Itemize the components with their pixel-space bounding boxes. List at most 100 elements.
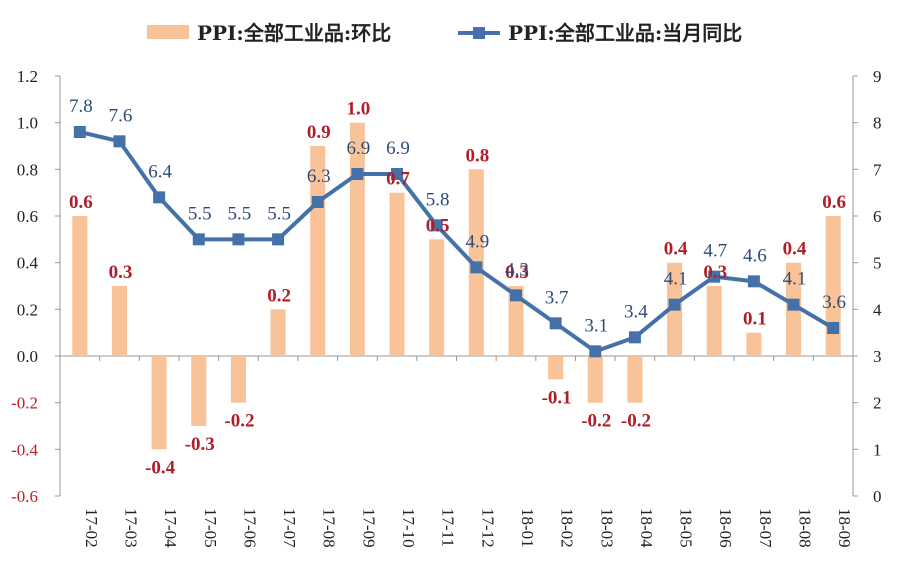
legend-line-marker: [473, 27, 485, 39]
line-value-label: 5.8: [426, 189, 450, 210]
line-point-marker: [232, 233, 245, 246]
bar-value-label: 0.5: [426, 215, 450, 236]
bar-value-label: -0.2: [621, 411, 651, 432]
right-tick-label: 0: [873, 487, 882, 506]
line-point-marker: [430, 219, 443, 232]
legend: PPI:全部工业品:环比 PPI:全部工业品:当月同比: [147, 21, 742, 45]
bar-value-label: 0.8: [465, 145, 489, 166]
bar: [111, 286, 128, 356]
right-tick-label: 4: [873, 300, 882, 319]
category-label: 17-04: [161, 508, 180, 548]
left-tick-label: 0.6: [17, 207, 38, 226]
bar-value-label: -0.2: [581, 411, 611, 432]
line-point-marker: [113, 135, 126, 148]
right-tick-label: 3: [873, 347, 882, 366]
category-label: 18-01: [518, 508, 537, 548]
line-point-marker: [787, 298, 800, 311]
line-point-marker: [589, 345, 602, 358]
line-value-label: 7.8: [69, 96, 93, 117]
line-value-label: 6.9: [347, 138, 371, 159]
bar: [706, 286, 722, 356]
line-value-label: 4.3: [505, 259, 529, 280]
line-value-label: 4.6: [743, 245, 767, 266]
axes: -0.6 -0.4 -0.2 0.0 0.2 0.4 0.6 0.8 1.0 1.2 0 1 2 3 4 5 6…: [11, 67, 882, 548]
left-tick-label: 0.4: [17, 254, 39, 273]
line-point-marker: [391, 168, 404, 180]
right-tick-label: 2: [873, 394, 882, 413]
left-tick-label: 1.2: [17, 67, 38, 86]
right-tick-label: 8: [873, 114, 882, 133]
bar-value-label: 0.4: [664, 239, 688, 260]
category-label: 17-11: [439, 508, 458, 547]
bar-value-label: 0.3: [109, 262, 133, 283]
bar: [191, 356, 207, 426]
line-value-label: 5.5: [228, 203, 252, 224]
bar: [627, 356, 643, 403]
category-label: 17-07: [280, 508, 299, 548]
line-point-marker: [747, 275, 760, 288]
line-value-label: 3.7: [545, 287, 569, 308]
line-value-label: 3.1: [584, 315, 608, 336]
bar-value-label: -0.2: [224, 411, 254, 432]
bar: [270, 309, 286, 356]
left-tick-label: 0.0: [17, 347, 38, 366]
bar: [825, 216, 841, 356]
right-tick-label: 1: [873, 440, 882, 459]
bar: [151, 356, 167, 450]
line-value-label: 6.9: [386, 138, 410, 159]
bar-value-label: 0.3: [505, 262, 529, 283]
left-tick-label: -0.4: [11, 440, 38, 459]
bar-value-label: 0.2: [267, 285, 291, 306]
bar-value-label: -0.3: [185, 434, 215, 455]
bar-value-label: 0.6: [69, 192, 93, 213]
bar-value-label: 0.1: [743, 309, 767, 330]
legend-bar-swatch: [147, 25, 189, 39]
line-value-label: 4.9: [465, 231, 489, 252]
category-label: 18-09: [835, 508, 854, 548]
bar: [429, 239, 445, 356]
line-value-label: 4.1: [783, 269, 807, 290]
line-point-marker: [73, 126, 86, 138]
line-value-label: 6.4: [148, 161, 172, 182]
bar: [349, 122, 365, 357]
bar: [746, 332, 762, 356]
category-label: 18-08: [796, 508, 815, 548]
category-label: 17-08: [320, 508, 339, 548]
line-point-marker: [668, 298, 681, 311]
line-value-label: 5.5: [267, 203, 291, 224]
line-point-marker: [311, 196, 324, 208]
bar: [230, 356, 246, 403]
line-point-marker: [708, 270, 721, 283]
bar-value-label: 0.4: [783, 239, 807, 260]
bar: [587, 356, 603, 403]
category-label: 18-03: [597, 508, 616, 548]
data-labels: 0.6 0.3 -0.4 -0.3 -0.2 0.2 0.9 1.0 0.7 0.5 0.8 0.3 -…: [69, 96, 846, 478]
category-label: 17-06: [240, 508, 259, 548]
right-tick-label: 7: [873, 160, 882, 179]
category-label: 17-02: [82, 508, 101, 548]
line-point-marker: [192, 233, 205, 246]
left-tick-label: -0.6: [11, 487, 38, 506]
category-label: 17-09: [359, 508, 378, 548]
legend-bar-label: PPI:全部工业品:环比: [197, 21, 391, 45]
category-label: 18-05: [677, 508, 696, 548]
bar-value-label: 0.6: [822, 192, 846, 213]
category-label: 17-10: [399, 508, 418, 548]
line-point-marker: [272, 233, 285, 246]
line-point-marker: [549, 317, 562, 330]
line-value-label: 4.7: [703, 241, 727, 262]
legend-line-label: PPI:全部工业品:当月同比: [508, 21, 742, 45]
left-tick-label: 0.8: [17, 160, 38, 179]
category-label: 18-02: [558, 508, 577, 548]
line-point-marker: [628, 331, 641, 344]
bar-series: [72, 122, 841, 450]
left-tick-label: -0.2: [11, 394, 38, 413]
left-tick-label: 0.2: [17, 300, 38, 319]
line-point-marker: [351, 168, 364, 180]
right-tick-label: 5: [873, 254, 882, 273]
line-point-marker: [153, 191, 166, 204]
line-value-label: 3.4: [624, 301, 648, 322]
left-tick-label: 1.0: [17, 114, 38, 133]
line-value-label: 5.5: [188, 203, 212, 224]
